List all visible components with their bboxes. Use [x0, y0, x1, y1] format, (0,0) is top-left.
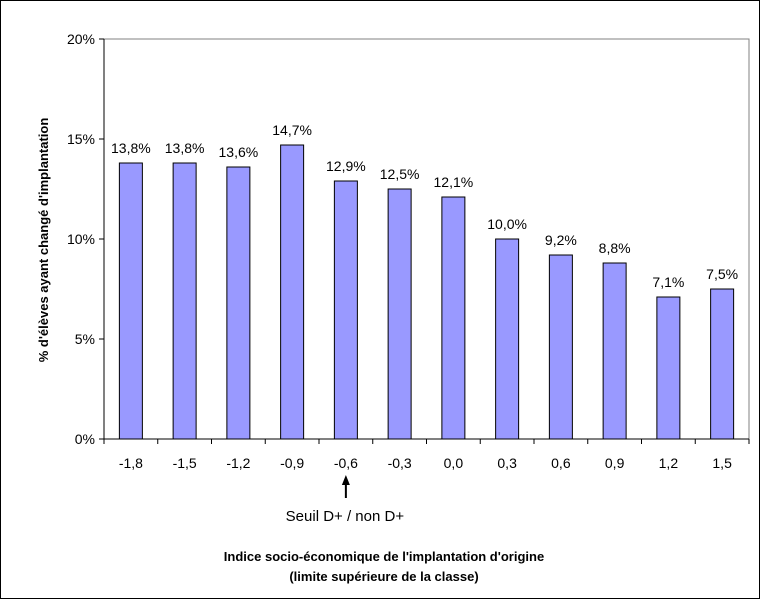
y-tick-label: 20% [67, 31, 95, 47]
data-label: 12,1% [434, 174, 474, 190]
bar [226, 166, 251, 440]
x-tick-label: 0,6 [551, 455, 571, 471]
data-label: 8,8% [599, 240, 631, 256]
x-tick-label: 0,0 [444, 455, 464, 471]
data-label: 14,7% [272, 122, 312, 138]
bar [333, 180, 358, 440]
y-axis: 0% 5% 10% 15% 20% [67, 31, 105, 447]
x-tick-label: -1,8 [119, 455, 143, 471]
y-tick-label: 0% [75, 431, 95, 447]
y-axis-title: % d'élèves ayant changé d'implantation [36, 118, 51, 363]
x-tick-label: 1,2 [659, 455, 679, 471]
x-tick-label: 0,3 [497, 455, 517, 471]
bar [387, 188, 412, 440]
data-label: 9,2% [545, 232, 577, 248]
data-label: 7,5% [706, 266, 738, 282]
x-tick-label: 1,5 [712, 455, 732, 471]
data-label: 10,0% [487, 216, 527, 232]
threshold-annotation: Seuil D+ / non D+ [286, 475, 405, 525]
y-tick-label: 5% [75, 331, 95, 347]
bar [495, 238, 520, 440]
data-label: 13,8% [165, 140, 205, 156]
threshold-label: Seuil D+ / non D+ [286, 508, 405, 525]
data-label: 13,6% [219, 144, 259, 160]
bar [710, 288, 735, 440]
bar [602, 262, 627, 440]
bars [118, 144, 735, 440]
threshold-arrow-head [341, 475, 350, 485]
x-axis-title-line2: (limite supérieure de la classe) [289, 569, 478, 584]
plot-area [103, 38, 750, 440]
data-labels: 13,8% 13,8% 13,6% 14,7% 12,9% 12,5% 12,1% 10,0%… [111, 122, 738, 290]
x-tick-label: -1,5 [173, 455, 197, 471]
y-tick-label: 15% [67, 131, 95, 147]
bar [280, 144, 305, 440]
x-tick-label: -0,9 [280, 455, 304, 471]
bar [172, 162, 197, 440]
bar [656, 296, 681, 440]
x-tick-label: -0,6 [334, 455, 358, 471]
x-axis: -1,8 -1,5 -1,2 -0,9 -0,6 -0,3 0,0 0,3 0,6 0,9 1,2 1… [103, 438, 750, 471]
data-label: 12,5% [380, 166, 420, 182]
bar [548, 254, 573, 440]
y-tick-label: 10% [67, 231, 95, 247]
x-axis-title-line1: Indice socio-économique de l'implantatio… [224, 549, 544, 564]
x-tick-label: -0,3 [388, 455, 412, 471]
bar [118, 162, 143, 440]
bar [441, 196, 466, 440]
data-label: 13,8% [111, 140, 151, 156]
data-label: 12,9% [326, 158, 366, 174]
x-tick-label: -1,2 [226, 455, 250, 471]
x-tick-label: 0,9 [605, 455, 625, 471]
data-label: 7,1% [652, 274, 684, 290]
